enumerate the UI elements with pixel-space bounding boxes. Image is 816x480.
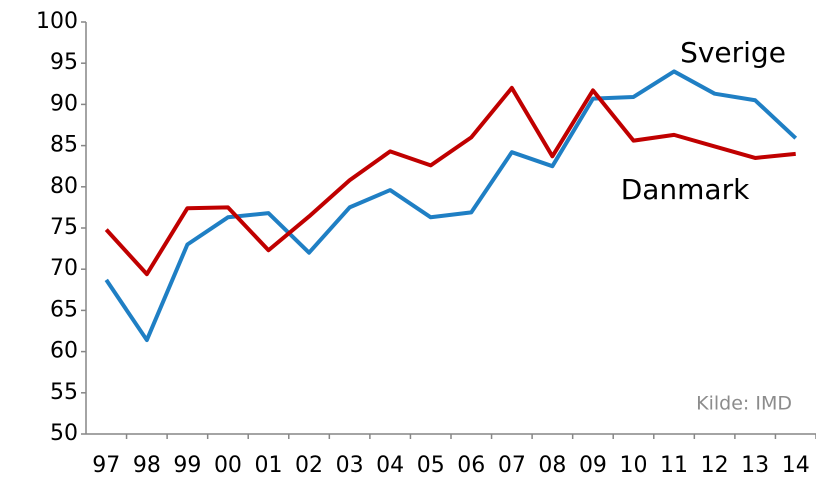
y-tick-label: 85 <box>50 133 78 158</box>
y-tick-label: 75 <box>50 215 78 240</box>
x-tick-label: 97 <box>92 453 120 478</box>
y-tick-label: 95 <box>50 50 78 75</box>
x-tick-label: 12 <box>701 453 729 478</box>
x-tick-label: 03 <box>336 453 364 478</box>
y-tick-label: 80 <box>50 174 78 199</box>
series-line <box>104 69 798 343</box>
x-tick-label: 10 <box>620 453 648 478</box>
x-tick-label: 98 <box>133 453 161 478</box>
y-tick-label: 65 <box>50 297 78 322</box>
y-tick-label: 100 <box>36 9 78 34</box>
x-tick-label: 04 <box>376 453 404 478</box>
source: Kilde: IMD <box>696 393 792 415</box>
x-tick-label: 14 <box>782 453 810 478</box>
series-label: Danmark <box>621 173 750 206</box>
x-tick-label: 99 <box>173 453 201 478</box>
x-tick-label: 09 <box>579 453 607 478</box>
x-tick-label: 13 <box>741 453 769 478</box>
y-tick-label: 70 <box>50 256 78 281</box>
y-tick-label: 60 <box>50 339 78 364</box>
y-tick-label: 90 <box>50 91 78 116</box>
y-tick-label: 55 <box>50 380 78 405</box>
x-tick-label: 11 <box>660 453 688 478</box>
series-label: Sverige <box>680 36 786 69</box>
x-tick-label: 07 <box>498 453 526 478</box>
x-tick-label: 06 <box>457 453 485 478</box>
x-tick-label: 02 <box>295 453 323 478</box>
x-tick-label: 00 <box>214 453 242 478</box>
series-line <box>104 85 796 277</box>
x-tick-label: 08 <box>538 453 566 478</box>
x-tick-label: 01 <box>255 453 283 478</box>
y-tick-label: 50 <box>50 421 78 446</box>
x-tick-label: 05 <box>417 453 445 478</box>
